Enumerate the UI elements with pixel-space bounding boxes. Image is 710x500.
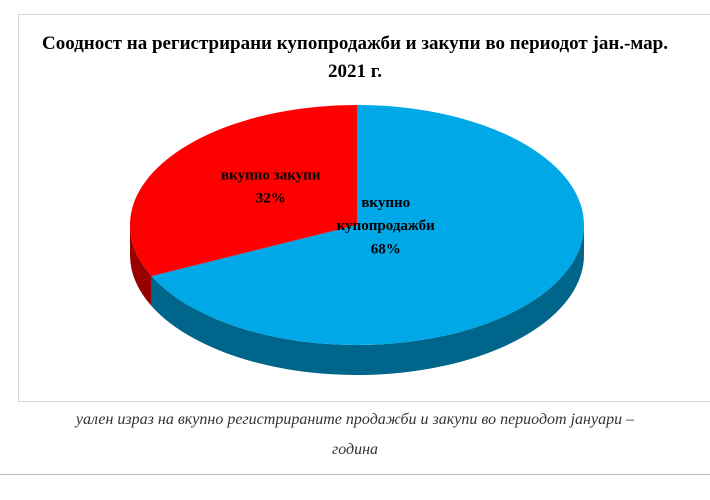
slice-value-label: 32%: [255, 190, 286, 207]
separator: [0, 474, 710, 475]
caption-line: уален израз на вкупно регистрираните про…: [75, 411, 635, 428]
chart-frame: [18, 14, 710, 402]
slice: [151, 105, 585, 345]
slice-side: [130, 225, 152, 307]
slice-value-label: 68%: [370, 241, 401, 258]
slice-side: [151, 225, 585, 376]
slice-label: вкупно закупи: [221, 167, 321, 184]
chart-title: Соодност на регистрирани купопродажби и …: [42, 33, 668, 82]
caption-line: година: [331, 441, 379, 458]
slice: [129, 105, 357, 277]
slice-label: вкупно купопродажби: [336, 194, 435, 234]
